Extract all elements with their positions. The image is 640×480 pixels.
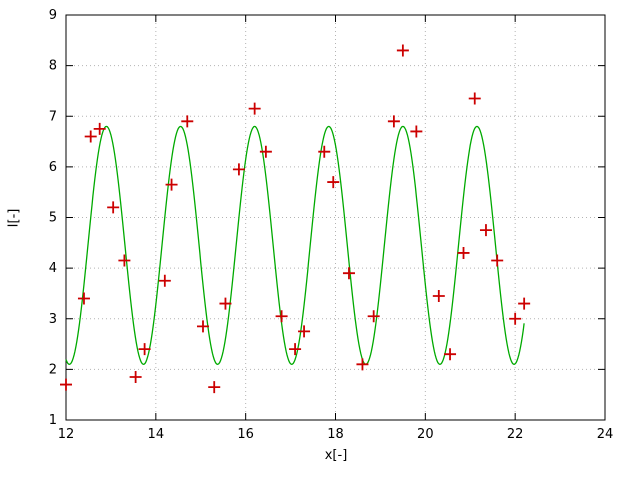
data-point-marker <box>518 297 531 310</box>
x-tick-label: 12 <box>58 427 75 442</box>
data-point-marker <box>248 102 261 115</box>
x-tick-label: 16 <box>237 427 254 442</box>
y-tick-label: 3 <box>49 312 57 327</box>
y-tick-label: 9 <box>49 8 57 23</box>
data-point-marker <box>342 267 355 280</box>
data-point-marker <box>509 312 522 325</box>
y-tick-label: 2 <box>49 362 57 377</box>
y-tick-label: 7 <box>49 109 57 124</box>
x-tick-label: 24 <box>597 427 614 442</box>
data-point-marker <box>410 125 423 138</box>
data-point-marker <box>396 44 409 57</box>
data-point-marker <box>138 343 151 356</box>
x-tick-label: 20 <box>417 427 434 442</box>
data-point-marker <box>259 145 272 158</box>
data-point-marker <box>327 176 340 189</box>
data-point-marker <box>118 254 131 267</box>
data-point-marker <box>93 122 106 135</box>
y-tick-label: 8 <box>49 59 57 74</box>
y-tick-label: 6 <box>49 160 57 175</box>
data-point-marker <box>60 378 72 391</box>
data-point-marker <box>181 115 194 128</box>
data-point-marker <box>387 115 400 128</box>
data-point-marker <box>457 246 470 259</box>
x-tick-label: 14 <box>148 427 165 442</box>
y-tick-label: 4 <box>49 261 57 276</box>
data-point-marker <box>165 178 178 191</box>
data-point-marker <box>158 274 171 287</box>
data-point-marker <box>479 224 492 237</box>
x-tick-label: 18 <box>327 427 344 442</box>
data-point-marker <box>356 358 369 371</box>
fit-curve <box>65 125 525 365</box>
data-point-marker <box>77 292 90 305</box>
data-point-marker <box>444 348 457 361</box>
y-tick-label: 5 <box>49 211 57 226</box>
data-point-marker <box>491 254 504 267</box>
y-axis-label: I[-] <box>6 208 22 228</box>
data-point-marker <box>129 370 142 383</box>
data-point-marker <box>84 130 97 143</box>
data-point-marker <box>298 325 311 338</box>
data-point-marker <box>289 343 302 356</box>
data-point-marker <box>232 163 245 176</box>
x-axis-label: x[-] <box>324 448 348 463</box>
data-point-marker <box>219 297 232 310</box>
data-point-marker <box>196 320 209 333</box>
data-point-marker <box>367 310 380 323</box>
data-point-marker <box>107 201 120 214</box>
data-point-marker <box>208 381 221 394</box>
x-tick-label: 22 <box>507 427 524 442</box>
data-point-marker <box>432 289 445 302</box>
y-tick-label: 1 <box>49 413 57 428</box>
data-point-marker <box>468 92 481 105</box>
data-point-marker <box>275 310 288 323</box>
data-point-marker <box>318 145 331 158</box>
